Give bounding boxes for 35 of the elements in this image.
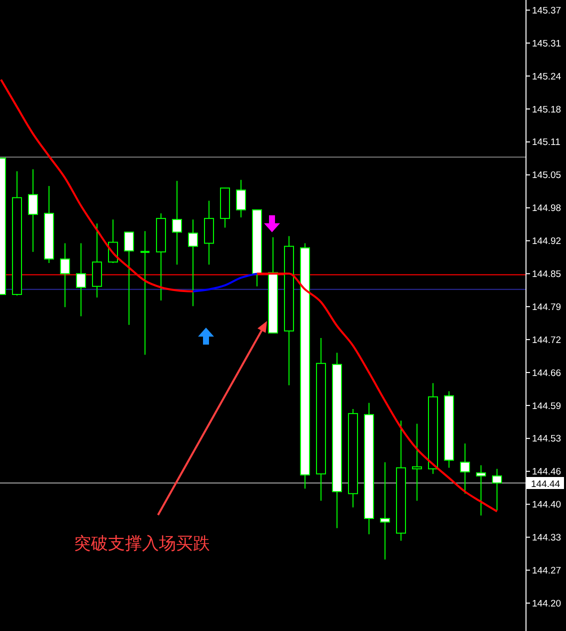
candlestick xyxy=(476,464,486,516)
candlestick xyxy=(412,423,422,502)
y-tick-label: 144.98 xyxy=(532,203,562,214)
candlestick xyxy=(76,242,86,317)
y-tick-label: 144.92 xyxy=(532,236,562,248)
y-tick-label: 144.85 xyxy=(532,269,562,280)
ref-line-label: 144.44 xyxy=(531,479,560,490)
y-tick-label: 144.79 xyxy=(532,302,562,313)
y-tick-label: 145.31 xyxy=(532,38,562,50)
annotation: 突破支撑入场买跌 xyxy=(74,534,210,553)
candlestick xyxy=(124,232,134,326)
candlestick xyxy=(460,442,470,494)
y-tick-label: 144.66 xyxy=(532,368,562,379)
y-tick-label: 144.33 xyxy=(532,532,562,544)
candlestick xyxy=(380,462,390,560)
line-series xyxy=(192,272,258,292)
y-tick-label: 144.27 xyxy=(532,566,562,577)
candlestick xyxy=(140,230,150,356)
y-tick-label: 144.20 xyxy=(532,598,562,610)
y-tick-label: 145.18 xyxy=(532,104,562,116)
y-tick-label: 145.11 xyxy=(532,137,560,148)
y-tick-label: 144.46 xyxy=(532,466,562,478)
candlestick xyxy=(492,468,502,511)
y-tick-label: 144.59 xyxy=(532,400,562,412)
candlestick xyxy=(236,179,246,218)
y-tick-label: 144.72 xyxy=(532,334,562,346)
y-tick-label: 145.24 xyxy=(532,71,562,82)
candlestick xyxy=(188,218,198,307)
candlestick xyxy=(172,180,182,266)
y-tick-label: 145.05 xyxy=(532,170,562,182)
candlestick xyxy=(60,242,70,308)
y-tick-label: 144.53 xyxy=(532,434,562,445)
candlestick xyxy=(28,168,38,252)
y-tick-label: 145.37 xyxy=(532,5,562,16)
y-tick-label: 144.40 xyxy=(532,500,562,511)
